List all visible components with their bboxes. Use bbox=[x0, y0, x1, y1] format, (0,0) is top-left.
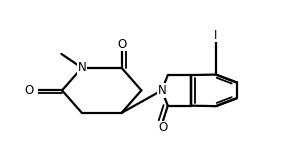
Text: N: N bbox=[78, 61, 86, 74]
Text: O: O bbox=[24, 84, 33, 97]
Text: O: O bbox=[158, 121, 168, 134]
Text: O: O bbox=[117, 38, 126, 51]
Text: N: N bbox=[157, 84, 166, 97]
Text: I: I bbox=[214, 29, 218, 42]
